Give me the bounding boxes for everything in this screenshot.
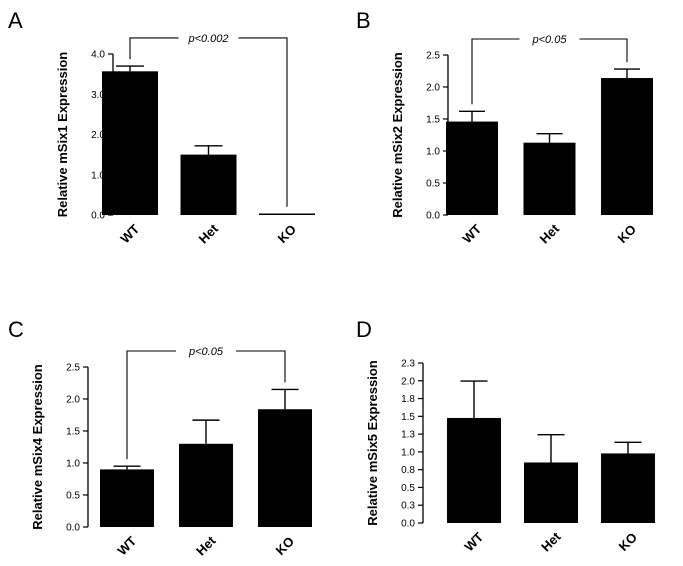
panel-a: A 0.0 1.0 2.0 3.0 4.0 Relative mSix1 Expressio… bbox=[8, 8, 315, 247]
y-tick-label: 1.8 bbox=[401, 394, 415, 405]
y-tick-label: 1.5 bbox=[401, 412, 415, 423]
y-tick-label: 2.0 bbox=[66, 395, 80, 406]
significance-label: p<0.002 bbox=[187, 33, 228, 45]
y-tick-label: 0.0 bbox=[66, 523, 80, 534]
y-tick-label: 0.5 bbox=[66, 491, 80, 502]
y-tick-label: 1.0 bbox=[401, 447, 415, 458]
y-tick-label: 0.0 bbox=[91, 211, 105, 222]
bar-ko bbox=[259, 213, 315, 215]
y-tick-label: 0.5 bbox=[401, 483, 415, 494]
panel-letter: C bbox=[8, 317, 24, 342]
bar-wt bbox=[446, 121, 498, 215]
y-tick-label: 1.0 bbox=[66, 459, 80, 470]
bar-ko bbox=[258, 409, 312, 527]
x-tick-label: WT bbox=[114, 533, 139, 558]
bar-ko bbox=[601, 78, 653, 215]
y-tick-label: 1.5 bbox=[426, 115, 440, 126]
bar-ko bbox=[601, 453, 655, 523]
y-tick-label: 0.5 bbox=[426, 179, 440, 190]
y-tick-label: 3.0 bbox=[91, 90, 105, 101]
x-tick-label: KO bbox=[615, 222, 639, 246]
panel-c: C 0.0 0.5 1.0 1.5 2.0 2.5 Relative mSix4 Expres… bbox=[8, 317, 312, 559]
significance-label-backdrop bbox=[519, 31, 580, 46]
y-tick-label: 1.5 bbox=[66, 427, 80, 438]
x-tick-label: WT bbox=[459, 221, 484, 246]
bar-wt bbox=[102, 71, 158, 216]
x-tick-label: KO bbox=[273, 534, 297, 558]
bar-wt bbox=[447, 417, 501, 523]
x-tick-label: Het bbox=[196, 221, 222, 247]
x-tick-label: WT bbox=[117, 221, 142, 246]
x-tick-label: Het bbox=[538, 529, 564, 555]
bar-het bbox=[524, 462, 578, 523]
y-tick-label: 1.0 bbox=[426, 147, 440, 158]
y-axis-label: Relative mSix5 Expression bbox=[365, 360, 380, 526]
y-tick-label: 4.0 bbox=[91, 50, 105, 61]
y-tick-label: 2.0 bbox=[91, 130, 105, 141]
significance-label-backdrop bbox=[176, 343, 236, 358]
y-tick-label: 0.8 bbox=[401, 465, 415, 476]
significance-label-backdrop bbox=[178, 29, 239, 45]
y-tick-label: 2.5 bbox=[426, 51, 440, 62]
y-tick-label: 1.3 bbox=[401, 430, 415, 441]
y-tick-label: 2.5 bbox=[66, 363, 80, 374]
panel-letter: D bbox=[356, 317, 372, 342]
bar-het bbox=[523, 142, 576, 215]
panel-b: B 0.0 0.5 1.0 1.5 2.0 2.5 Relative mSix2 Expres… bbox=[356, 8, 653, 247]
x-tick-label: WT bbox=[461, 529, 486, 554]
panel-d: D 0.0 0.3 0.5 0.8 1.0 1.3 1.5 1.8 2.0 2.3 Relative … bbox=[356, 317, 655, 555]
y-tick-label: 2.0 bbox=[426, 83, 440, 94]
y-axis-label: Relative mSix4 Expression bbox=[30, 364, 45, 530]
y-tick-label: 2.3 bbox=[401, 359, 415, 370]
y-tick-label: 0.0 bbox=[426, 211, 440, 222]
significance-label: p<0.05 bbox=[532, 34, 568, 46]
y-axis-label: Relative mSix1 Expression bbox=[55, 52, 70, 218]
y-axis-label: Relative mSix2 Expression bbox=[390, 52, 405, 218]
y-tick-label: 1.0 bbox=[91, 170, 105, 181]
bar-wt bbox=[100, 469, 154, 527]
x-tick-label: Het bbox=[193, 533, 219, 559]
bar-het bbox=[180, 154, 237, 215]
y-tick-label: 0.0 bbox=[401, 519, 415, 530]
bar-het bbox=[179, 443, 233, 527]
y-tick-label: 2.0 bbox=[401, 376, 415, 387]
significance-label: p<0.05 bbox=[188, 346, 224, 358]
x-tick-label: KO bbox=[616, 530, 640, 554]
panel-letter: B bbox=[356, 8, 371, 33]
x-tick-label: KO bbox=[275, 222, 299, 246]
x-tick-label: Het bbox=[537, 221, 563, 247]
y-tick-label: 0.3 bbox=[401, 501, 415, 512]
panel-letter: A bbox=[8, 8, 23, 33]
